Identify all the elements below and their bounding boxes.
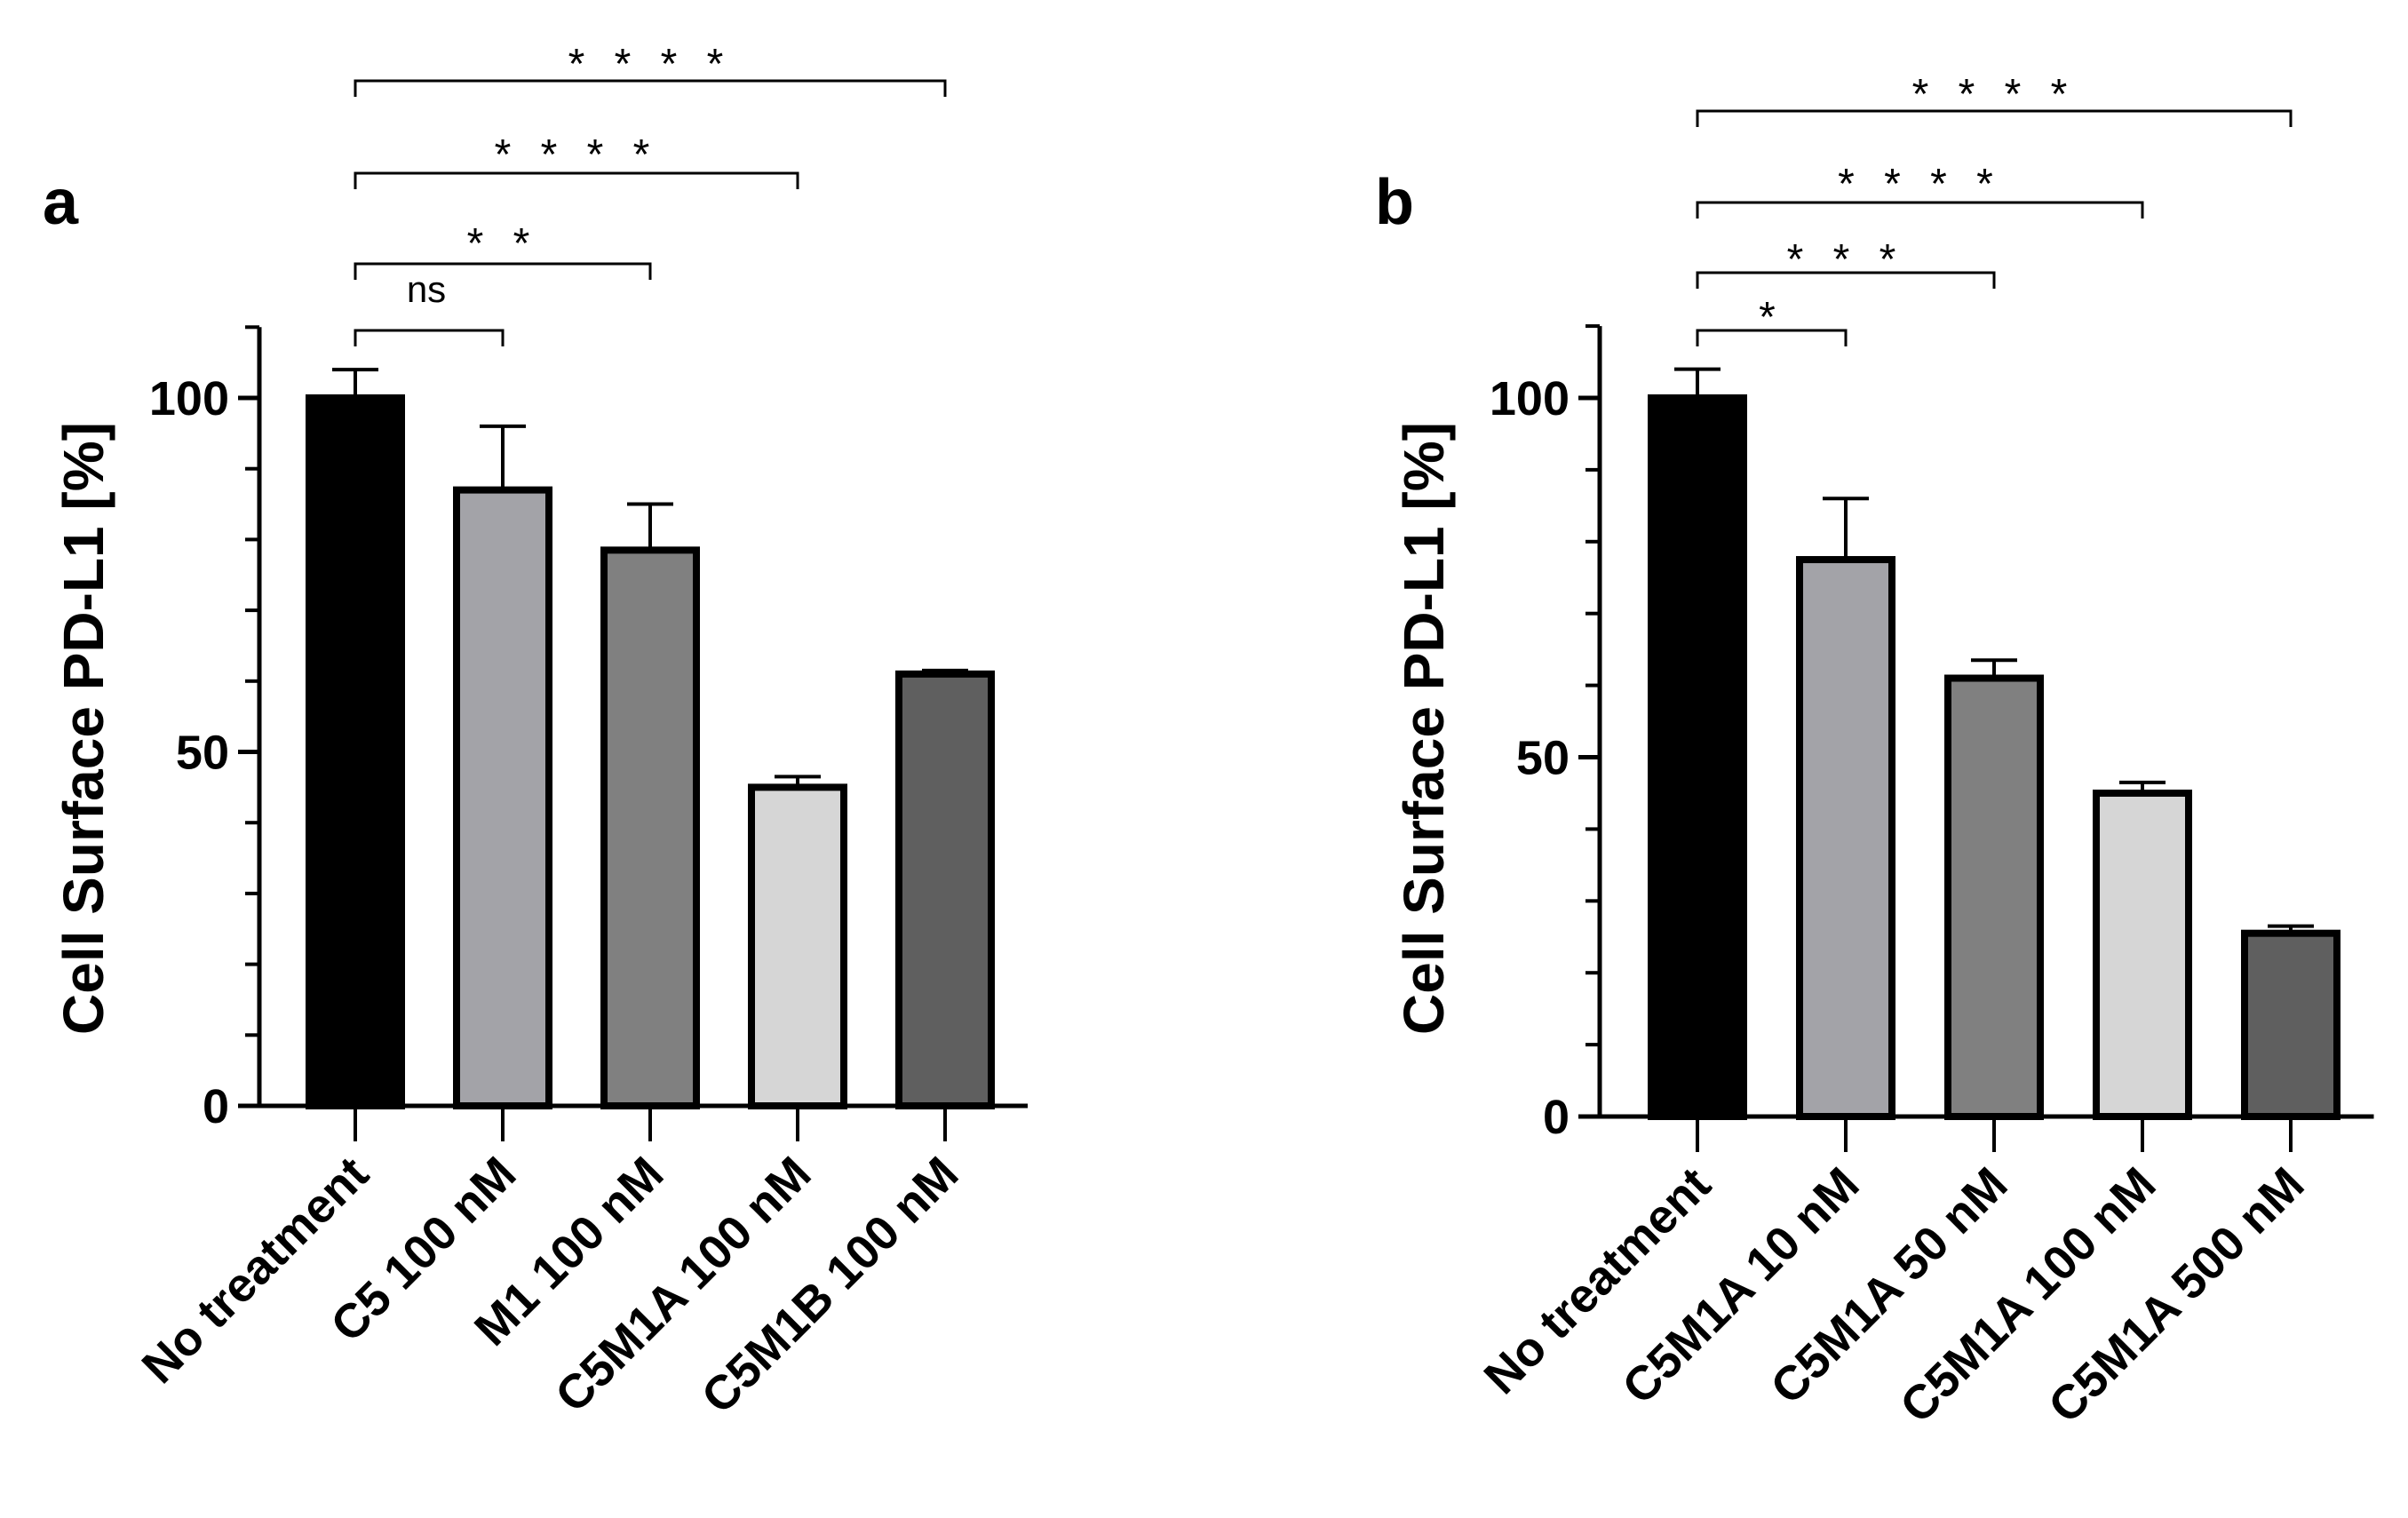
- panel-a-chart: a Cell Surface PD-L1 [%] 0 50 100 No treatmen…: [43, 41, 1028, 1424]
- panel-a-bar: [306, 394, 405, 1109]
- panel-a-bar: [600, 546, 700, 1109]
- panel-b-significance-bracket: [1696, 109, 2293, 127]
- panel-b-bar: [2241, 929, 2340, 1120]
- panel-a-y-axis-label: Cell Surface PD-L1 [%]: [52, 422, 115, 1035]
- panel-a-x-tick-label: C5M1A 100 nM: [545, 1147, 821, 1422]
- panel-a-bar: [453, 486, 552, 1109]
- panel-a-letter: a: [43, 167, 79, 238]
- panel-a-bar: [748, 783, 847, 1109]
- panel-a-significance-label: ns: [407, 268, 446, 310]
- panel-b-y-axis-label: Cell Surface PD-L1 [%]: [1392, 422, 1456, 1035]
- panel-b-bar: [1796, 556, 1895, 1120]
- panel-b-bar: [1944, 674, 2044, 1120]
- panel-a-significance-label: * * * *: [495, 131, 659, 179]
- panel-b-significance-bracket: [1696, 201, 2144, 219]
- panel-b-significance-label: *: [1759, 294, 1784, 341]
- panel-a-significance-label: * * * *: [568, 41, 733, 88]
- panel-b-letter: b: [1375, 167, 1414, 238]
- panel-b-significance-bracket: [1696, 271, 1996, 289]
- panel-b-x-tick-label: C5M1A 100 nM: [1890, 1157, 2166, 1433]
- panel-b-x-tick-label: C5M1A 500 nM: [2038, 1157, 2314, 1433]
- panel-b-bar: [2093, 789, 2192, 1120]
- panel-b-significance-label: * * * *: [1912, 71, 2077, 118]
- panel-a-significance-bracket: [354, 262, 652, 280]
- panel-b-significance-label: * * *: [1787, 236, 1905, 283]
- panel-b-bar: [1648, 394, 1747, 1120]
- panel-a-significance-label: * *: [467, 220, 539, 267]
- panel-b-significance-label: * * * *: [1838, 161, 2002, 208]
- panel-a-y-tick-label: 50: [176, 727, 229, 780]
- panel-b-y-tick-label: 0: [1543, 1091, 1570, 1144]
- panel-a-bar: [895, 670, 995, 1110]
- panel-a-x-tick-label: No treatment: [132, 1147, 379, 1394]
- panel-a-significance-bracket: [354, 329, 505, 346]
- panel-a-y-tick-label: 100: [149, 372, 229, 425]
- panel-b-y-tick-label: 50: [1516, 732, 1570, 785]
- panel-b-y-tick-label: 100: [1490, 372, 1570, 425]
- panel-a-significance-bracket: [354, 79, 947, 97]
- panel-a-significance-bracket: [354, 171, 799, 189]
- panel-a-x-tick-label: C5M1B 100 nM: [692, 1147, 969, 1424]
- panel-b-significance-bracket: [1696, 329, 1848, 346]
- panel-a-y-tick-label: 0: [203, 1080, 229, 1133]
